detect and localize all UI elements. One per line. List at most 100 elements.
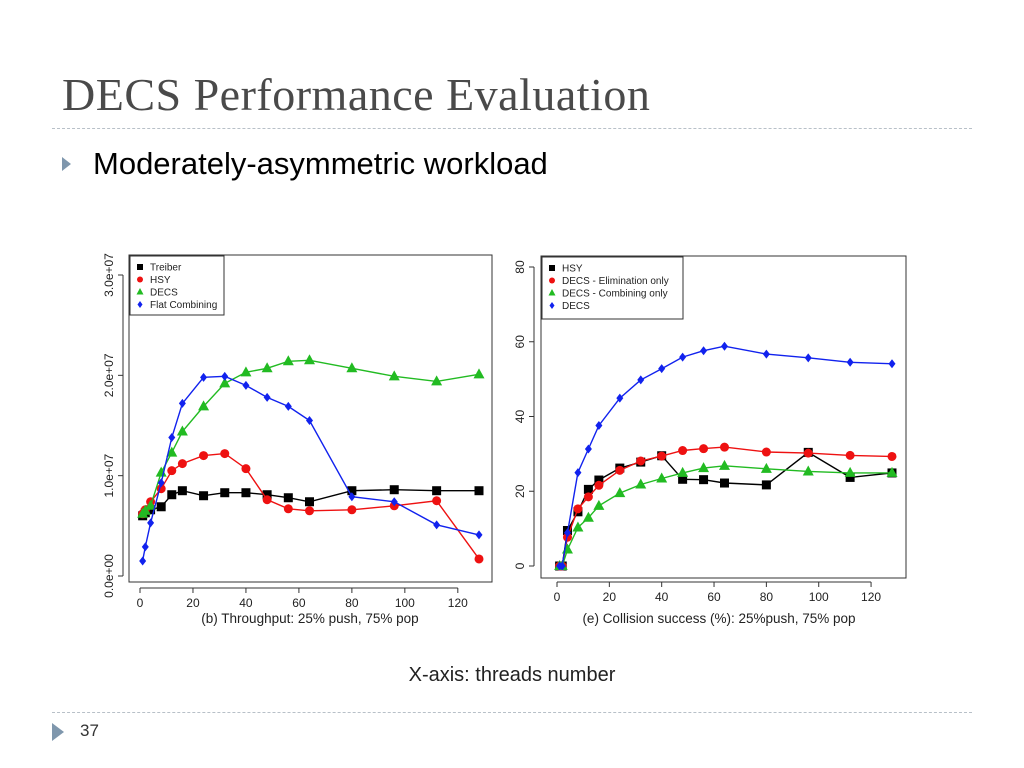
- chart-svg: 0 20 40 60 80 100 120 0.0e+00 1.0e+07 2.0e+07 3.0e…: [102, 253, 493, 626]
- data-point: [594, 475, 604, 485]
- data-point: [475, 530, 483, 540]
- legend-marker: [548, 289, 556, 296]
- data-point: [432, 496, 442, 506]
- data-point: [283, 504, 293, 514]
- y-tick-label: 40: [513, 410, 527, 424]
- data-point: [241, 464, 251, 474]
- data-point: [284, 401, 292, 411]
- legend-marker: [549, 265, 555, 271]
- title-divider: [52, 128, 972, 129]
- legend-label: HSY: [150, 275, 171, 286]
- legend-box: [541, 256, 684, 320]
- data-point: [615, 465, 625, 475]
- series-decs-elimination-only: [555, 442, 897, 571]
- data-point: [636, 456, 646, 466]
- data-point: [616, 393, 624, 403]
- legend-marker: [137, 301, 143, 308]
- data-point: [168, 433, 176, 443]
- series-line: [559, 465, 892, 567]
- data-point: [700, 346, 708, 356]
- x-tick-label: 100: [395, 596, 415, 610]
- data-point: [887, 451, 897, 461]
- y-tick-label: 20: [513, 484, 527, 498]
- data-point: [220, 449, 230, 459]
- y-tick-label: 80: [513, 260, 527, 274]
- data-point: [141, 542, 149, 552]
- data-point: [241, 488, 251, 498]
- data-point: [167, 466, 177, 476]
- data-point: [656, 472, 668, 483]
- legend-marker: [549, 302, 555, 309]
- data-point: [242, 380, 250, 390]
- data-point: [474, 486, 484, 496]
- data-point: [593, 499, 605, 510]
- chart-throughput: 0 20 40 60 80 100 120 0.0e+00 1.0e+07 2.0e+07 3.0e…: [95, 245, 505, 635]
- legend-label: Treiber: [150, 263, 182, 274]
- plot-frame: [128, 254, 493, 583]
- series-decs: [137, 354, 485, 518]
- data-point: [346, 362, 358, 373]
- data-point: [595, 420, 603, 430]
- y-tick-label: 1.0e+07: [102, 453, 116, 497]
- data-point: [388, 370, 400, 381]
- data-point: [761, 480, 771, 490]
- x-tick-label: 40: [239, 596, 253, 610]
- data-point: [698, 462, 710, 473]
- data-point: [305, 497, 314, 507]
- y-tick-label: 2.0e+07: [102, 353, 116, 397]
- bullet-arrow-icon: [62, 157, 71, 171]
- series-line: [141, 375, 480, 562]
- legend-label: DECS: [150, 288, 178, 299]
- chart-collision-success: 0 20 40 60 80 100 120 0 20 40 60 80 HSY DECS - Elimin…: [512, 245, 916, 635]
- data-point: [584, 444, 592, 454]
- data-point: [762, 349, 770, 359]
- legend-marker: [136, 288, 144, 295]
- x-tick-label: 60: [707, 590, 721, 604]
- x-tick-label: 120: [448, 596, 468, 610]
- legend-label: DECS - Elimination only: [562, 276, 669, 287]
- data-point: [139, 556, 147, 566]
- bullet-text: Moderately-asymmetric workload: [93, 146, 548, 181]
- legend-marker: [137, 276, 143, 283]
- data-point: [679, 352, 687, 362]
- data-point: [804, 353, 812, 363]
- legend-box: [129, 255, 225, 316]
- data-point: [760, 462, 772, 473]
- data-point: [433, 520, 441, 530]
- x-axis-title: (b) Throughput: 25% push, 75% pop: [201, 611, 418, 626]
- data-point: [583, 484, 593, 494]
- data-point: [678, 446, 688, 456]
- y-axis: 0.0e+00 1.0e+07 2.0e+07 3.0e+07: [102, 253, 124, 598]
- x-tick-label: 80: [760, 590, 774, 604]
- data-point: [719, 459, 730, 470]
- data-point: [614, 487, 626, 498]
- page-marker-icon: [52, 723, 64, 741]
- data-point: [699, 444, 709, 454]
- data-point: [240, 366, 252, 377]
- data-point: [389, 485, 399, 495]
- y-axis: 0 20 40 60 80: [513, 260, 535, 569]
- legend-label: DECS - Combining only: [562, 289, 668, 300]
- data-point: [721, 341, 728, 351]
- x-tick-label: 0: [137, 596, 144, 610]
- x-axis: 0 20 40 60 80 100 120: [554, 581, 881, 604]
- x-axis: 0 20 40 60 80 100 120: [137, 587, 468, 610]
- data-point: [282, 355, 294, 366]
- y-tick-label: 3.0e+07: [102, 253, 116, 297]
- data-point: [306, 415, 313, 425]
- series-decs: [556, 341, 896, 571]
- legend-label: HSY: [562, 264, 583, 275]
- data-point: [199, 491, 209, 501]
- data-point: [178, 398, 186, 408]
- legend-label: Flat Combining: [150, 300, 217, 311]
- data-point: [304, 354, 315, 365]
- x-axis-title: (e) Collision success (%): 25%push, 75% …: [582, 611, 855, 626]
- series-hsy: [138, 449, 484, 564]
- data-point: [157, 478, 165, 488]
- data-point: [563, 528, 571, 538]
- data-point: [845, 450, 855, 460]
- data-point: [583, 492, 593, 502]
- data-point: [699, 475, 709, 485]
